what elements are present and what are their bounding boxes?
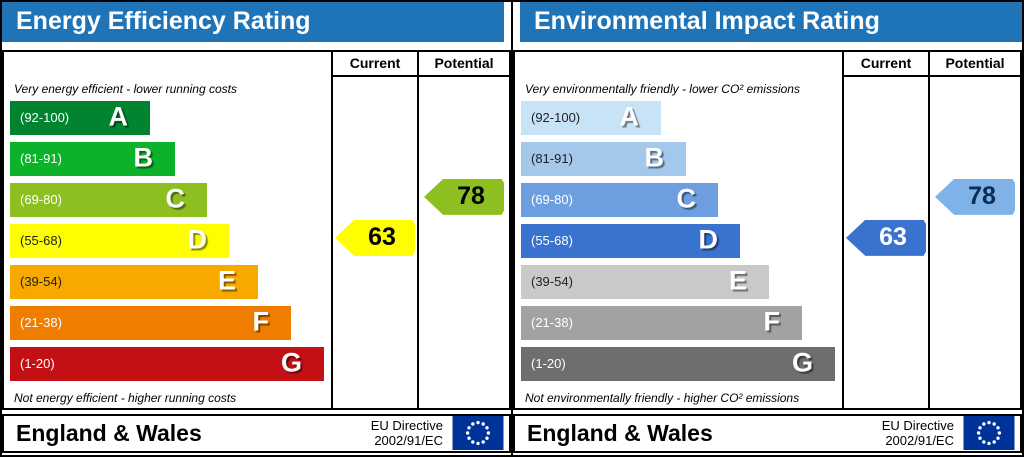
band-b: (81-91) B: [10, 141, 175, 176]
eu-directive-line2: 2002/91/EC: [374, 433, 443, 449]
eu-directive-line1: EU Directive: [370, 418, 443, 434]
table-corner: [515, 52, 842, 77]
band-range-label: (55-68): [20, 233, 62, 249]
band-e: (39-54) E: [521, 264, 769, 299]
band-c: (69-80) C: [10, 182, 207, 217]
energy-efficiency-panel: Energy Efficiency Rating Current Potenti…: [2, 2, 511, 455]
band-letter: C: [676, 183, 697, 214]
current-column-header: Current: [842, 51, 928, 77]
eu-flag-icon: [452, 416, 504, 451]
top-caption: Very environmentally friendly - lower CO…: [525, 81, 800, 96]
potential-column-header: Potential: [417, 51, 509, 77]
eu-directive-line2: 2002/91/EC: [885, 433, 954, 449]
rating-table: Current Potential Very energy efficient …: [2, 49, 511, 410]
band-letter: D: [698, 224, 719, 255]
current-column-header: Current: [331, 51, 417, 77]
band-e: (39-54) E: [10, 264, 258, 299]
panel-footer: England & Wales EU Directive 2002/91/EC: [2, 413, 511, 453]
band-letter: G: [791, 347, 813, 378]
bottom-caption: Not energy efficient - higher running co…: [14, 390, 237, 405]
band-letter: F: [252, 306, 270, 337]
table-corner: [4, 52, 331, 77]
band-range-label: (81-91): [20, 151, 62, 167]
panel-footer: England & Wales EU Directive 2002/91/EC: [513, 413, 1022, 453]
band-range-label: (21-38): [20, 315, 62, 331]
band-letter: F: [763, 306, 781, 337]
band-d: (55-68) D: [10, 223, 229, 258]
band-f: (21-38) F: [521, 305, 802, 340]
panel-title: Energy Efficiency Rating: [2, 2, 504, 42]
band-range-label: (39-54): [20, 274, 62, 290]
potential-column: 78: [928, 76, 1020, 408]
band-range-label: (1-20): [531, 356, 566, 372]
band-a: (92-100) A: [521, 100, 661, 135]
band-letter: B: [644, 142, 665, 173]
eu-directive-label: EU Directive 2002/91/EC: [371, 418, 451, 448]
band-range-label: (81-91): [531, 151, 573, 167]
rating-table: Current Potential Very environmentally f…: [513, 49, 1022, 410]
region-label: England & Wales: [527, 419, 713, 446]
band-letter: B: [133, 142, 154, 173]
eu-directive-line1: EU Directive: [881, 418, 954, 434]
band-letter: E: [217, 265, 236, 296]
bottom-caption: Not environmentally friendly - higher CO…: [525, 390, 800, 405]
band-g: (1-20) G: [521, 346, 835, 381]
band-letter: E: [728, 265, 747, 296]
band-list: (92-100) A (81-91) B (69-80) C (55-68) D (39-54)…: [521, 100, 836, 388]
band-range-label: (69-80): [20, 192, 62, 208]
eu-flag-icon: [963, 416, 1015, 451]
band-range-label: (92-100): [531, 110, 581, 126]
band-range-label: (92-100): [20, 110, 70, 126]
band-a: (92-100) A: [10, 100, 150, 135]
panel-title: Environmental Impact Rating: [520, 2, 1022, 42]
band-c: (69-80) C: [521, 182, 718, 217]
current-column: 63: [842, 76, 928, 408]
band-b: (81-91) B: [521, 141, 686, 176]
bands-area: Very environmentally friendly - lower CO…: [515, 77, 842, 408]
band-range-label: (21-38): [531, 315, 573, 331]
region-label: England & Wales: [16, 419, 202, 446]
band-g: (1-20) G: [10, 346, 324, 381]
band-range-label: (39-54): [531, 274, 573, 290]
band-letter: A: [619, 101, 640, 132]
bands-area: Very energy efficient - lower running co…: [4, 77, 331, 408]
current-rating-arrow: 63: [846, 219, 926, 256]
band-letter: A: [108, 101, 129, 132]
potential-rating-arrow: 78: [424, 178, 504, 215]
band-letter: C: [165, 183, 186, 214]
band-f: (21-38) F: [10, 305, 291, 340]
band-range-label: (55-68): [531, 233, 573, 249]
current-column: 63: [331, 76, 417, 408]
band-list: (92-100) A (81-91) B (69-80) C (55-68) D (39-54)…: [10, 100, 325, 388]
eu-directive-label: EU Directive 2002/91/EC: [882, 418, 962, 448]
potential-column: 78: [417, 76, 509, 408]
top-caption: Very energy efficient - lower running co…: [14, 81, 237, 96]
band-letter: G: [280, 347, 302, 378]
potential-column-header: Potential: [928, 51, 1020, 77]
current-rating-arrow: 63: [335, 219, 415, 256]
potential-rating-arrow: 78: [935, 178, 1015, 215]
band-range-label: (1-20): [20, 356, 55, 372]
band-letter: D: [187, 224, 208, 255]
environmental-impact-panel: Environmental Impact Rating Current Pote…: [513, 2, 1022, 455]
panel-divider: [511, 2, 513, 455]
band-range-label: (69-80): [531, 192, 573, 208]
band-d: (55-68) D: [521, 223, 740, 258]
